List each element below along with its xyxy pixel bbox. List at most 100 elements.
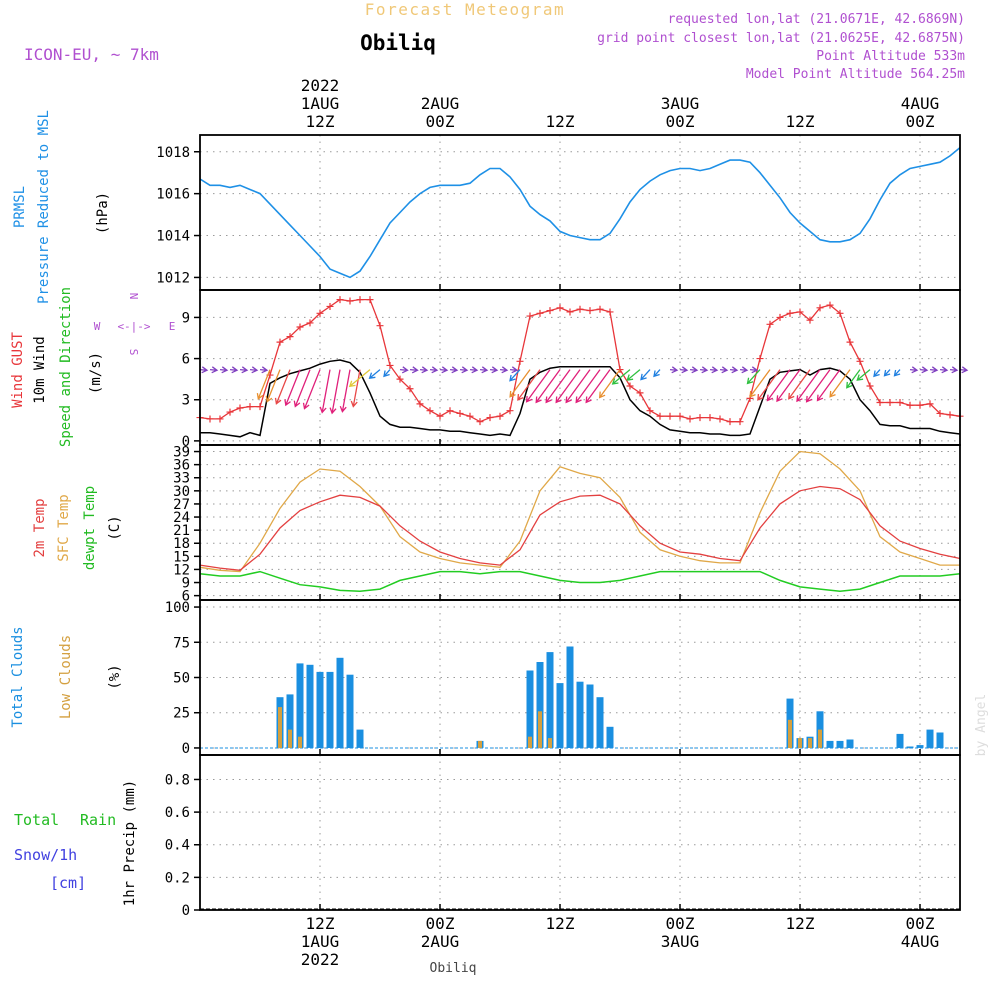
compass-cross: <-|-> bbox=[117, 320, 150, 333]
low-cloud-bar bbox=[478, 740, 482, 748]
pressure-tick-label: 1012 bbox=[156, 270, 190, 286]
temp-tick-label: 27 bbox=[173, 497, 190, 513]
gust-marker bbox=[786, 309, 794, 317]
dewpt-label: dewpt Temp bbox=[82, 486, 98, 570]
wind-direction-arrow bbox=[749, 366, 759, 374]
time-label-bottom: 12Z bbox=[786, 914, 815, 933]
gust-marker bbox=[586, 307, 594, 315]
time-label-bottom: 00Z bbox=[426, 914, 455, 933]
wind-direction-arrow bbox=[293, 369, 311, 408]
gust-marker bbox=[886, 398, 894, 406]
low-cloud-bar bbox=[798, 738, 802, 748]
wind-direction-arrow bbox=[219, 366, 229, 374]
wind-direction-arrow bbox=[893, 369, 901, 377]
wind-direction-arrow bbox=[699, 366, 709, 374]
pressure-unit: (hPa) bbox=[95, 192, 111, 234]
wind-direction-arrow bbox=[209, 366, 219, 374]
total-cloud-bar bbox=[836, 740, 844, 748]
temp-tick-label: 9 bbox=[182, 576, 190, 592]
clouds-tick-label: 50 bbox=[173, 671, 190, 687]
gust-marker bbox=[456, 409, 464, 417]
time-label-bottom: 00Z bbox=[906, 914, 935, 933]
low-cloud-bar bbox=[288, 729, 292, 748]
wind-gust-label: Wind GUST bbox=[10, 332, 26, 408]
gust-marker bbox=[386, 361, 394, 369]
wind-direction-arrow bbox=[469, 366, 479, 374]
t2m-label: 2m Temp bbox=[32, 498, 48, 557]
gust-marker bbox=[666, 412, 674, 420]
low-cloud-bar bbox=[788, 719, 792, 748]
wind-direction-arrow bbox=[509, 369, 521, 382]
time-label-bottom: 4AUG bbox=[901, 932, 940, 951]
gust-marker bbox=[436, 412, 444, 420]
wind-direction-arrow bbox=[829, 369, 851, 398]
total-cloud-bar bbox=[936, 732, 944, 748]
temp-frame bbox=[199, 444, 961, 601]
total-cloud-bar bbox=[606, 726, 614, 748]
wind-direction-arrow bbox=[929, 366, 939, 374]
gust-marker bbox=[216, 415, 224, 423]
gust-marker bbox=[496, 412, 504, 420]
time-label-bottom: 1AUG bbox=[301, 932, 340, 951]
time-label-top: 00Z bbox=[906, 112, 935, 131]
gust-marker bbox=[426, 407, 434, 415]
total-cloud-bar bbox=[916, 745, 924, 748]
model-label: ICON-EU, ~ 7km bbox=[24, 45, 159, 64]
total-cloud-bar bbox=[346, 674, 354, 748]
wind-direction-arrow bbox=[749, 369, 771, 398]
gust-marker bbox=[206, 415, 214, 423]
time-label-top: 2022 bbox=[301, 76, 340, 95]
cloud-unit: (%) bbox=[107, 664, 123, 689]
wind-direction-arrow bbox=[517, 369, 541, 401]
time-label-top: 12Z bbox=[546, 112, 575, 131]
wind-direction-arrow bbox=[919, 366, 929, 374]
time-label-bottom: 12Z bbox=[306, 914, 335, 933]
wind-direction-arrow bbox=[509, 366, 519, 374]
total-cloud-bar bbox=[526, 670, 534, 748]
wind-10m-line bbox=[200, 359, 961, 438]
gridpoint-coords: grid point closest lon,lat (21.0625E, 42… bbox=[597, 31, 965, 46]
temp-tick-label: 33 bbox=[173, 471, 190, 487]
total-cloud-bar bbox=[846, 739, 854, 748]
gust-marker bbox=[326, 302, 334, 310]
wind-direction-arrow bbox=[729, 366, 739, 374]
wind-direction-arrow bbox=[805, 369, 831, 403]
wind-gust-line bbox=[199, 298, 961, 423]
wind-direction-arrow bbox=[479, 366, 489, 374]
pressure-line bbox=[199, 146, 961, 279]
low-cloud-bar bbox=[278, 707, 282, 748]
wind-panel-labels: Wind GUST 10m Wind Speed and Direction (… bbox=[10, 287, 175, 447]
pressure-frame bbox=[199, 134, 961, 291]
time-label-top: 1AUG bbox=[301, 94, 340, 113]
wind-direction-arrow bbox=[265, 369, 281, 403]
total-cloud-bar bbox=[306, 664, 314, 748]
total-cloud-bar bbox=[826, 740, 834, 748]
wind-direction-arrow bbox=[739, 366, 749, 374]
wind-direction-arrow bbox=[856, 369, 871, 381]
gust-marker bbox=[276, 338, 284, 346]
gust-marker bbox=[416, 400, 424, 408]
clouds-panel: 0 25 50 75 100 bbox=[165, 599, 961, 757]
wind-direction-arrow bbox=[949, 366, 959, 374]
snow-unit-label: [cm] bbox=[50, 874, 86, 892]
credit-watermark: by Angel bbox=[974, 694, 989, 757]
wind-direction-arrow bbox=[449, 366, 459, 374]
low-clouds-label: Low Clouds bbox=[58, 635, 74, 719]
pressure-label-2: Pressure Reduced to MSL bbox=[36, 110, 52, 304]
total-cloud-bar bbox=[556, 683, 564, 748]
low-cloud-bar bbox=[538, 711, 542, 748]
gust-marker bbox=[706, 414, 714, 422]
wind-direction-arrow bbox=[709, 366, 719, 374]
gust-marker bbox=[366, 296, 374, 304]
precip-tick-label: 0.6 bbox=[165, 805, 190, 821]
gust-marker bbox=[676, 412, 684, 420]
total-cloud-bar bbox=[926, 729, 934, 748]
total-cloud-bar bbox=[326, 671, 334, 748]
wind-direction-arrow bbox=[199, 366, 209, 374]
snow-label: Snow/1h bbox=[14, 846, 77, 864]
precip-tick-label: 0.8 bbox=[165, 772, 190, 788]
wind-direction-arrow bbox=[399, 366, 409, 374]
temp-unit: (C) bbox=[107, 515, 123, 540]
